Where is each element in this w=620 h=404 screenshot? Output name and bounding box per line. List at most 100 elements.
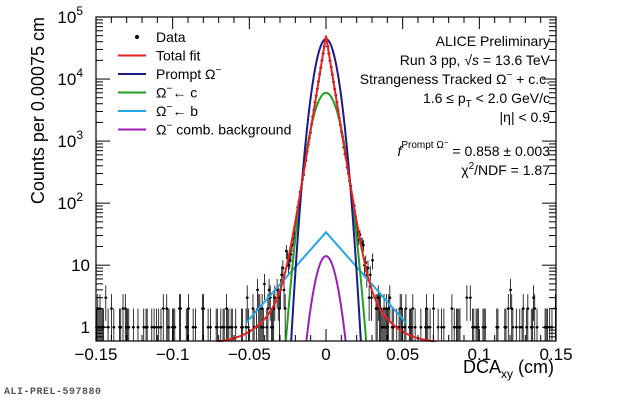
data-point [381,325,385,329]
data-point [165,307,169,310]
mask-bottom [0,342,620,404]
data-point [234,325,238,329]
annotation-pt-range: 1.6 ≤ pT < 2.0 GeV/c [423,90,550,110]
data-point [385,307,388,310]
data-point [404,307,408,310]
data-point [388,296,392,299]
data-point [370,296,373,299]
data-point [425,307,428,310]
x-axis-title: DCAxy (cm) [463,357,554,381]
data-point [371,258,374,262]
data-point [119,325,123,329]
data-point [191,325,195,329]
data-point [472,325,476,329]
data-point [244,325,248,329]
annotation-selection: Strangeness Tracked Ω− + c.c. [360,70,550,87]
data-point [428,325,432,329]
y-tick-label: 102 [57,190,83,213]
annotation-eta: |η| < 0.9 [500,109,551,125]
data-point [124,307,127,310]
annotation-chi2: χ2/NDF = 1.87 [461,161,550,178]
x-tick-label: −0.1 [156,345,190,364]
legend-label: Ω− comb. background [156,121,291,138]
data-point [426,325,430,329]
y-tick-label: 105 [57,4,83,27]
data-point [469,296,472,299]
data-point [110,307,113,310]
data-point [206,325,210,329]
data-point [401,325,404,329]
curve--comb-background [305,255,347,342]
data-point [496,325,500,329]
data-point [161,307,165,310]
data-point [273,296,277,299]
data-point [424,325,427,329]
data-point [368,273,372,277]
data-point [104,296,108,299]
data-point [256,288,259,292]
annotation-energy: Run 3 pp, √s = 13.6 TeV [400,52,551,68]
x-tick-label: 0 [321,345,330,364]
data-point [366,266,370,270]
x-tick-label: −0.05 [228,345,271,364]
figure-id: ALI-PREL-597880 [4,387,102,398]
data-point [230,325,234,329]
data-point [509,288,512,292]
data-point [167,325,171,329]
data-point [382,307,386,310]
data-point [442,325,446,329]
data-point [145,325,149,329]
data-point [121,307,125,310]
data-point [511,325,515,329]
data-point [263,282,266,286]
data-point [186,325,189,329]
data-point [410,325,413,329]
data-point [227,325,231,329]
data-point [432,307,435,310]
data-point [525,325,528,329]
data-point [202,307,205,310]
data-point [194,325,197,329]
data-point [411,307,415,310]
data-point [440,325,443,329]
x-tick-label: 0.05 [386,345,419,364]
data-point [532,296,535,299]
data-point [266,307,270,310]
data-point [150,325,154,329]
data-point [241,325,244,329]
data-point [216,325,219,329]
data-point [419,325,423,329]
data-point [387,307,390,310]
data-point [222,325,226,329]
data-point [245,296,249,299]
data-point [281,266,285,270]
data-point [285,249,288,253]
mask-top [0,0,620,17]
annotation-fraction: fPrompt Ω− = 0.858 ± 0.003 [397,138,550,159]
data-point [271,325,274,329]
data-point [209,325,212,329]
data-point [362,243,365,247]
data-point [267,288,271,292]
data-point [247,325,250,329]
data-point [400,307,403,310]
data-point [282,288,286,292]
data-point [173,325,177,329]
data-point [265,325,269,329]
data-point [450,307,454,310]
data-point [262,325,265,329]
axes: −0.15 −0.1 −0.05 0 0.05 0.1 0.15 1 10 102 103 104 10… [28,4,573,381]
data-point [251,307,255,310]
data-point [367,296,371,299]
data-point [533,307,537,310]
x-tick-label: 0.1 [468,345,492,364]
x-tick-label: 0.15 [539,345,572,364]
data-point [436,325,440,329]
data-point [280,273,284,277]
data-point [403,325,407,329]
data-point [136,325,140,329]
y-tick-label: 104 [57,66,83,89]
data-point [157,325,160,329]
data-point [521,307,525,310]
